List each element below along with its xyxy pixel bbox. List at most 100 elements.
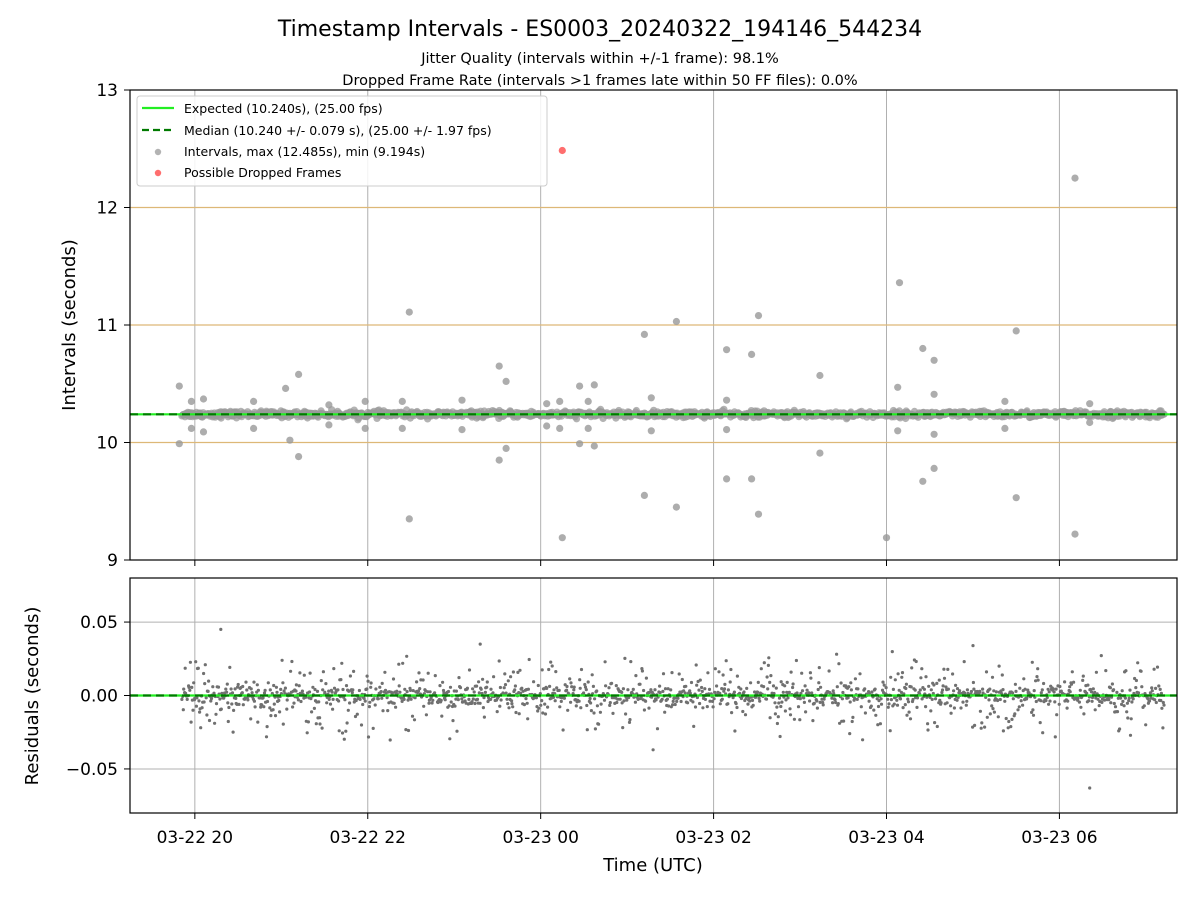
residual-point	[1042, 681, 1046, 686]
intervals-points	[175, 146, 1168, 542]
residual-point	[572, 688, 576, 692]
residual-point	[599, 702, 603, 706]
residual-point	[945, 701, 949, 705]
interval-outlier-point	[640, 330, 649, 338]
residual-point	[1097, 704, 1101, 708]
residual-point	[337, 699, 341, 703]
residual-point	[302, 673, 306, 677]
residual-point	[421, 678, 425, 682]
residual-point	[954, 683, 958, 688]
residual-point	[720, 687, 724, 691]
residual-point	[867, 699, 871, 703]
residual-point	[724, 659, 728, 663]
residual-point	[850, 719, 854, 724]
intervals-y-tick-label: 9	[107, 551, 118, 571]
residual-point	[341, 687, 345, 692]
interval-outlier-point	[398, 424, 406, 432]
residual-point	[833, 698, 837, 702]
residual-point	[339, 678, 343, 682]
residual-point	[771, 684, 776, 688]
residual-point	[853, 696, 857, 701]
residual-point	[880, 688, 885, 692]
chart-subtitle-jitter: Jitter Quality (intervals within +/-1 fr…	[420, 51, 779, 67]
intervals-y-ticks: 9 10 11 12 13	[96, 81, 130, 571]
residual-point	[1070, 670, 1074, 674]
residual-point	[426, 690, 430, 694]
residual-point	[290, 659, 294, 664]
residual-point	[965, 688, 970, 692]
residual-point	[595, 704, 600, 708]
residual-point	[585, 728, 589, 732]
residual-point	[292, 701, 296, 705]
residual-point	[264, 735, 269, 739]
residual-point	[550, 664, 554, 668]
residual-point	[804, 710, 808, 714]
residual-point	[595, 689, 599, 693]
residual-point	[669, 688, 673, 692]
residual-point	[821, 703, 825, 707]
residual-point	[431, 698, 435, 702]
residual-point	[527, 657, 531, 662]
residual-point	[191, 708, 195, 712]
residual-point	[485, 685, 489, 689]
interval-outlier-point	[930, 356, 938, 364]
residual-point	[900, 675, 904, 679]
residual-point	[241, 703, 245, 707]
residual-point	[929, 709, 933, 713]
residual-point	[1124, 669, 1128, 673]
chart-title: Timestamp Intervals - ES0003_20240322_19…	[277, 17, 922, 42]
residual-point	[1003, 699, 1007, 703]
residual-point	[1072, 680, 1076, 684]
residual-point	[1120, 689, 1124, 693]
residual-point	[730, 711, 734, 715]
residual-point	[748, 699, 752, 703]
legend-dropped-swatch	[154, 169, 162, 177]
residual-point	[1006, 726, 1010, 730]
residual-point	[815, 706, 820, 710]
residual-point	[503, 672, 507, 676]
residual-point	[562, 696, 567, 700]
residual-point	[1086, 683, 1090, 687]
residual-point	[987, 698, 991, 702]
residual-point	[369, 685, 373, 689]
residual-point	[520, 686, 524, 690]
residual-point	[337, 729, 341, 733]
residual-point	[388, 738, 392, 742]
residual-point	[800, 689, 805, 693]
interval-outlier-point	[748, 350, 756, 358]
residual-point	[1040, 688, 1044, 692]
residual-point	[689, 680, 694, 685]
residual-point	[1136, 691, 1141, 695]
residual-point	[412, 718, 417, 722]
residual-point	[940, 690, 944, 695]
residual-point	[424, 713, 428, 717]
residual-point	[835, 652, 839, 656]
residual-point	[603, 660, 607, 664]
residual-point	[1081, 678, 1085, 683]
residual-point	[831, 689, 835, 693]
interval-outlier-point	[882, 534, 891, 542]
residual-point	[1131, 697, 1135, 701]
residual-point	[847, 685, 851, 689]
residual-point	[475, 697, 480, 702]
residual-point	[629, 660, 633, 664]
residual-point	[597, 722, 601, 726]
residual-point	[1152, 667, 1156, 671]
residual-point	[988, 687, 992, 691]
residual-point	[1150, 689, 1154, 693]
residual-point	[1045, 695, 1049, 700]
residual-point	[1022, 677, 1026, 681]
residual-point	[971, 680, 976, 685]
residual-point	[655, 727, 660, 731]
residual-point	[1121, 699, 1125, 704]
residual-point	[378, 685, 382, 689]
residual-point	[773, 701, 777, 705]
residual-point	[751, 703, 755, 708]
residual-point	[372, 697, 376, 701]
residual-point	[593, 697, 597, 701]
interval-outlier-point	[295, 453, 303, 461]
residual-point	[978, 689, 982, 693]
residual-extreme-point	[478, 642, 482, 646]
residual-point	[390, 691, 394, 695]
residual-point	[607, 686, 611, 690]
